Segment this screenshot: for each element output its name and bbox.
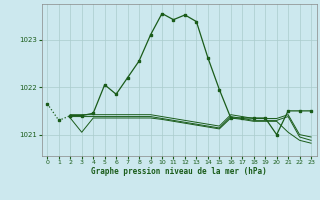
X-axis label: Graphe pression niveau de la mer (hPa): Graphe pression niveau de la mer (hPa): [91, 167, 267, 176]
